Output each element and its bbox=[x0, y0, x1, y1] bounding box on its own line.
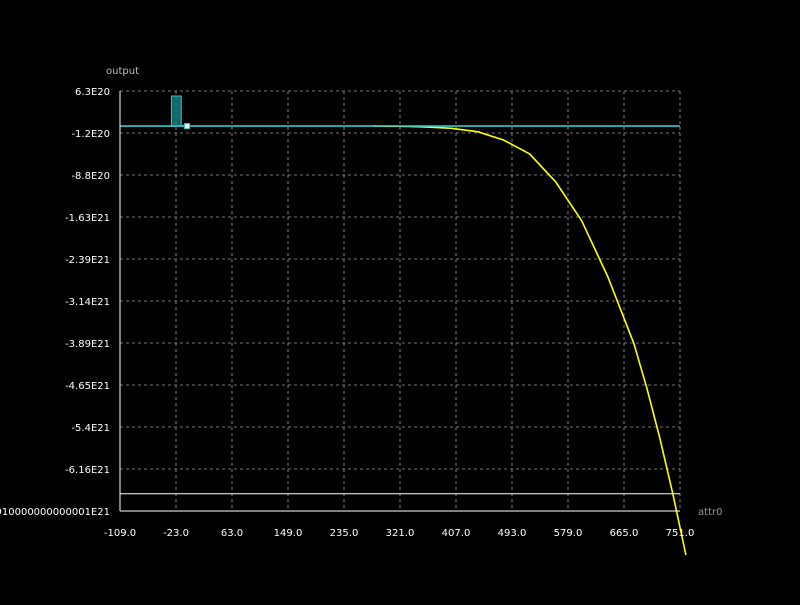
y-tick-label: -6.910000000000001E21 bbox=[0, 507, 110, 518]
x-tick-label: 407.0 bbox=[442, 528, 471, 539]
histogram-layer bbox=[170, 95, 188, 127]
x-tick-label: 579.0 bbox=[554, 528, 583, 539]
x-tick-label: 751.0 bbox=[666, 528, 695, 539]
y-tick-label: -5.4E21 bbox=[71, 423, 110, 434]
x-tick-label: 235.0 bbox=[330, 528, 359, 539]
x-tick-label: -23.0 bbox=[163, 528, 189, 539]
label-layer: output attr0 -109.0 -23.0 63.0 149.0 235.0 32… bbox=[0, 66, 722, 539]
y-tick-label: -1.63E21 bbox=[65, 213, 110, 224]
x-tick-label: 665.0 bbox=[610, 528, 639, 539]
series-line bbox=[373, 125, 687, 556]
data-marker bbox=[184, 123, 191, 130]
grid-layer bbox=[120, 90, 681, 511]
y-tick-label: -2.39E21 bbox=[65, 255, 110, 266]
y-axis-label: output bbox=[106, 66, 139, 77]
y-tick-label: -3.89E21 bbox=[65, 339, 110, 350]
y-tick-label: 6.3E20 bbox=[75, 87, 110, 98]
x-tick-label: 149.0 bbox=[274, 528, 303, 539]
x-tick-label: 321.0 bbox=[386, 528, 415, 539]
x-tick-label: -109.0 bbox=[104, 528, 136, 539]
series-layer bbox=[120, 123, 687, 556]
x-tick-label: 63.0 bbox=[221, 528, 243, 539]
y-tick-label: -1.2E20 bbox=[71, 129, 110, 140]
histogram-bar bbox=[170, 95, 182, 127]
x-tick-label: 493.0 bbox=[498, 528, 527, 539]
y-tick-label: -6.16E21 bbox=[65, 465, 110, 476]
y-tick-label: -4.65E21 bbox=[65, 381, 110, 392]
y-tick-label: -3.14E21 bbox=[65, 297, 110, 308]
axis-layer bbox=[119, 91, 680, 512]
x-axis-label: attr0 bbox=[698, 507, 722, 518]
y-tick-label: -8.8E20 bbox=[71, 171, 110, 182]
